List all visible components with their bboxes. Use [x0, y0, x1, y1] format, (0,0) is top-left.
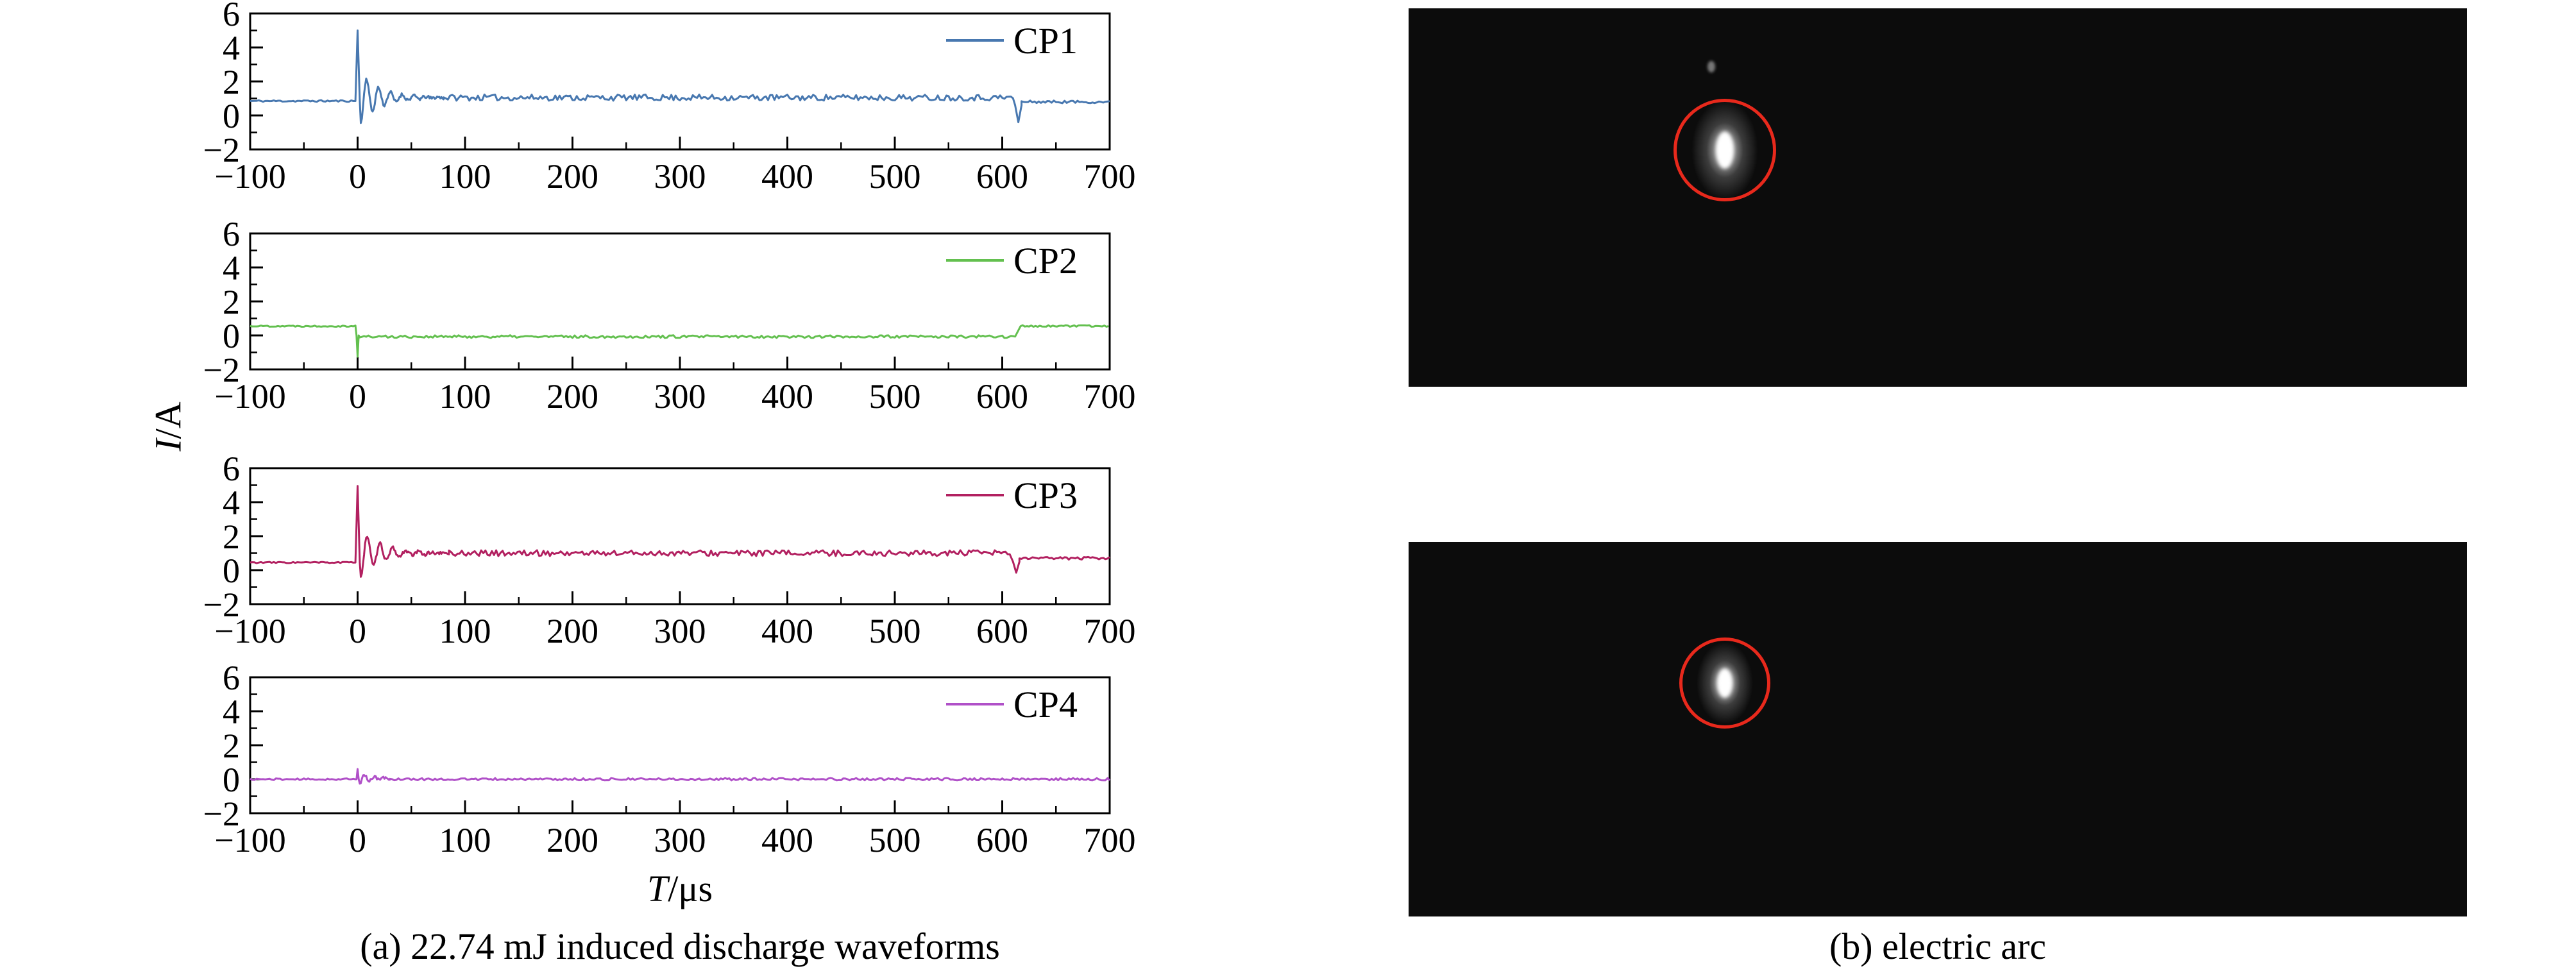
- y-tick-label: 0: [223, 317, 240, 355]
- waveform-path: [250, 30, 1110, 124]
- x-tick-label: 600: [976, 157, 1028, 196]
- y-tick-label: 4: [223, 249, 240, 287]
- x-tick-label: 600: [976, 612, 1028, 650]
- waveform-chart-cp3: −100 0 100 200 300 400 500 600 700 −2 0 2 4 6 CP3: [135, 450, 1161, 655]
- x-tick-label: 700: [1084, 377, 1136, 416]
- y-axis-variable: I: [147, 439, 189, 452]
- x-tick-label: 100: [439, 157, 491, 196]
- y-tick-label: 6: [223, 659, 240, 697]
- y-tick-label: −2: [203, 351, 240, 389]
- x-tick-label: 500: [869, 612, 921, 650]
- legend-label: CP4: [1013, 684, 1078, 725]
- x-tick-label: −100: [214, 157, 285, 196]
- x-tick-label: 0: [349, 612, 366, 650]
- plot-frame: [249, 232, 1111, 371]
- x-axis-unit: /μs: [668, 868, 713, 909]
- x-tick-label: 200: [547, 821, 598, 859]
- y-tick-label: 6: [223, 215, 240, 253]
- waveform-path: [250, 324, 1109, 358]
- x-tick-label: 0: [349, 377, 366, 416]
- legend-label: CP3: [1013, 475, 1078, 516]
- caption-panel-a: (a) 22.74 mJ induced discharge waveforms: [360, 925, 1000, 967]
- x-tick-label: 500: [869, 821, 921, 859]
- y-tick-label: 6: [223, 450, 240, 488]
- y-tick-label: 4: [223, 693, 240, 731]
- x-tick-label: 200: [547, 157, 598, 196]
- x-axis-label: T/μs: [250, 867, 1110, 910]
- waveform-chart-cp1: −100 0 100 200 300 400 500 600 700 −2 0 2 4 6 CP1: [135, 0, 1161, 201]
- x-tick-label: 0: [349, 157, 366, 196]
- plot-frame: [249, 12, 1111, 151]
- x-tick-label: 200: [547, 612, 598, 650]
- x-tick-label: 400: [761, 157, 813, 196]
- waveform-chart-cp4: −100 0 100 200 300 400 500 600 700 −2 0 2 4 6 CP4: [135, 659, 1161, 865]
- x-tick-label: 300: [654, 377, 706, 416]
- x-tick-label: 400: [761, 377, 813, 416]
- x-tick-label: 500: [869, 377, 921, 416]
- x-tick-label: −100: [214, 821, 285, 859]
- x-tick-label: −100: [214, 377, 285, 416]
- waveform-path: [250, 768, 1111, 785]
- arc-highlight-circle: [1679, 637, 1771, 729]
- y-tick-label: −2: [203, 795, 240, 833]
- x-tick-label: 100: [439, 821, 491, 859]
- x-tick-label: 0: [349, 821, 366, 859]
- y-tick-label: −2: [203, 131, 240, 169]
- x-tick-label: 300: [654, 821, 706, 859]
- waveform-path: [250, 485, 1110, 578]
- x-tick-label: 700: [1084, 157, 1136, 196]
- x-tick-label: 400: [761, 821, 813, 859]
- y-tick-label: 2: [223, 283, 240, 321]
- plot-frame: [249, 676, 1111, 815]
- y-tick-label: 0: [223, 97, 240, 135]
- arc-highlight-circle: [1674, 99, 1777, 202]
- x-tick-label: 600: [976, 821, 1028, 859]
- x-tick-label: 300: [654, 157, 706, 196]
- x-tick-label: 200: [547, 377, 598, 416]
- y-tick-label: 4: [223, 484, 240, 522]
- x-tick-label: 300: [654, 612, 706, 650]
- x-tick-label: 100: [439, 612, 491, 650]
- y-tick-label: 4: [223, 29, 240, 67]
- x-tick-label: 500: [869, 157, 921, 196]
- caption-panel-b: (b) electric arc: [1829, 925, 2047, 967]
- faint-spark: [1707, 60, 1715, 72]
- x-tick-label: 100: [439, 377, 491, 416]
- x-axis-variable: T: [647, 868, 668, 909]
- x-tick-label: 400: [761, 612, 813, 650]
- y-tick-label: 2: [223, 727, 240, 765]
- y-tick-label: −2: [203, 586, 240, 624]
- y-tick-label: 6: [223, 0, 240, 33]
- x-tick-label: −100: [214, 612, 285, 650]
- y-tick-label: 2: [223, 63, 240, 101]
- y-tick-label: 0: [223, 761, 240, 799]
- y-tick-label: 0: [223, 552, 240, 590]
- arc-photo-top: [1409, 8, 2467, 387]
- x-tick-label: 700: [1084, 612, 1136, 650]
- x-tick-label: 700: [1084, 821, 1136, 859]
- waveform-chart-cp2: −100 0 100 200 300 400 500 600 700 −2 0 2 4 6 CP2: [135, 215, 1161, 421]
- legend-label: CP1: [1013, 20, 1078, 62]
- y-tick-label: 2: [223, 518, 240, 556]
- plot-frame: [249, 467, 1111, 605]
- x-tick-label: 600: [976, 377, 1028, 416]
- legend-label: CP2: [1013, 240, 1078, 282]
- arc-photo-bottom: [1409, 542, 2467, 916]
